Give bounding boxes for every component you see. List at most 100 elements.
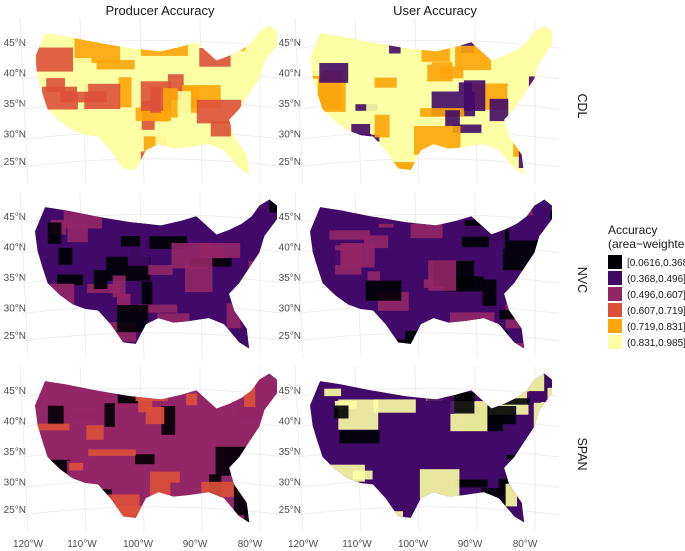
map-region <box>215 446 262 476</box>
row-title-cdl: CDL <box>575 93 589 118</box>
map-region <box>310 423 326 444</box>
map-region <box>199 48 231 67</box>
map-region <box>362 341 386 349</box>
map-region <box>427 387 455 414</box>
legend-label: (0.719,0.831] <box>627 322 685 333</box>
map-region <box>499 309 536 320</box>
map-region <box>324 388 342 397</box>
map-region <box>35 423 70 431</box>
map-region <box>47 222 62 244</box>
map-region <box>140 35 188 56</box>
map-region <box>507 86 521 99</box>
map-region <box>513 137 544 157</box>
map-region <box>326 494 350 517</box>
lat-label: 25°N <box>279 505 301 516</box>
map-region <box>163 88 178 118</box>
map-region <box>98 494 140 515</box>
map-region <box>504 374 545 392</box>
map-region <box>489 222 505 250</box>
map-region <box>254 442 277 451</box>
map-region <box>233 484 277 516</box>
map-region <box>98 140 141 172</box>
lat-label: 35°N <box>4 447 26 458</box>
map-region <box>404 330 443 349</box>
map-region <box>112 275 126 298</box>
map-region <box>528 168 552 175</box>
map-region <box>400 164 439 175</box>
lat-label: 40°N <box>279 69 301 80</box>
legend-title-line2: (area−weighted) <box>608 237 685 251</box>
map-region <box>135 454 155 465</box>
lat-label: 25°N <box>4 505 26 516</box>
map-region <box>186 393 198 406</box>
map-region <box>374 339 409 349</box>
map-region <box>196 99 242 124</box>
map-region <box>447 225 490 240</box>
map-region <box>138 304 178 313</box>
us-map-nvc_user <box>310 199 552 349</box>
map-region <box>405 239 438 246</box>
map-region <box>35 346 65 349</box>
lon-label-120w: 120°W <box>13 539 44 550</box>
map-region <box>88 449 136 456</box>
map-panel: 45°N 40°N 35°N 30°N 25°N <box>279 365 560 533</box>
lon-label-110w: 110°W <box>342 539 372 550</box>
map-region <box>236 409 277 419</box>
map-region <box>374 77 397 88</box>
graticule-parallel <box>21 506 285 516</box>
map-region <box>534 486 550 499</box>
map-region <box>504 201 533 216</box>
map-region <box>145 407 165 425</box>
map-region <box>547 116 552 132</box>
lat-label: 40°N <box>279 243 301 254</box>
map-region <box>489 98 509 122</box>
map-region <box>104 350 115 357</box>
lon-label-90w: 90°W <box>183 539 208 550</box>
map-region <box>473 199 492 221</box>
map-region <box>472 373 501 389</box>
legend-swatch <box>608 303 622 317</box>
map-region <box>177 91 191 123</box>
legend: Accuracy (area−weighted) [0.0616,0.368] (… <box>608 223 685 349</box>
lat-label: 45°N <box>4 212 26 223</box>
map-region <box>239 463 251 486</box>
map-region <box>420 108 465 117</box>
map-region <box>334 405 349 419</box>
lon-label-100w: 100°W <box>123 539 154 550</box>
map-region <box>72 173 100 175</box>
map-region <box>120 236 140 247</box>
map-region <box>544 312 552 328</box>
map-region <box>115 213 152 225</box>
map-region <box>527 391 542 403</box>
lat-label: 30°N <box>279 477 301 488</box>
map-region <box>240 311 277 334</box>
map-region <box>49 157 63 166</box>
lat-label: 40°N <box>279 417 301 428</box>
map-region <box>135 107 172 121</box>
legend-label: (0.607,0.719] <box>627 306 685 317</box>
map-region <box>117 305 149 333</box>
map-region <box>530 110 544 121</box>
legend-swatch <box>608 319 622 333</box>
map-region <box>533 402 552 428</box>
map-region <box>229 44 246 51</box>
map-region <box>528 76 549 89</box>
lat-label: 35°N <box>279 273 301 284</box>
map-region <box>37 283 75 308</box>
map-region <box>161 406 176 435</box>
map-region <box>249 497 275 523</box>
row-title-span: SPAN <box>575 437 589 470</box>
map-region <box>90 342 110 349</box>
lat-label: 30°N <box>4 477 26 488</box>
graticule-meridian <box>294 365 304 533</box>
map-region <box>171 242 213 269</box>
lon-label-80w: 80°W <box>238 539 263 550</box>
map-region <box>42 86 78 110</box>
map-panel: 45°N 40°N 35°N 30°N 25°N <box>279 191 560 359</box>
map-region <box>145 171 190 175</box>
map-region <box>414 125 461 155</box>
map-region <box>97 169 108 175</box>
map-region <box>522 284 544 295</box>
map-region <box>335 326 376 349</box>
map-region <box>454 392 475 414</box>
